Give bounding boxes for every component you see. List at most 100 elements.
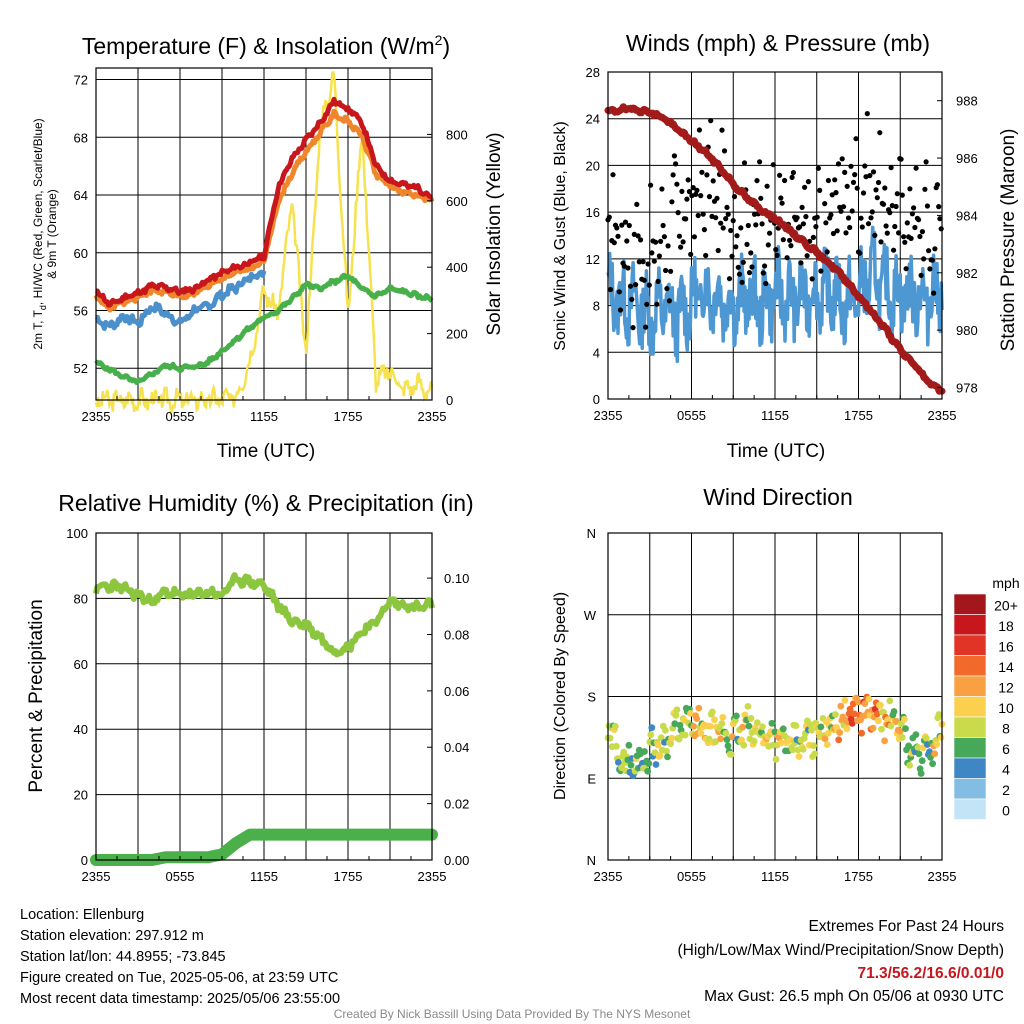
pressure-ylabel: Station Pressure (Maroon): [998, 129, 1019, 352]
gust-point: [695, 212, 701, 219]
temp-tick-label: 68: [74, 130, 88, 145]
direction-point: [724, 742, 732, 750]
gust-point: [849, 208, 855, 214]
gust-point: [835, 161, 842, 167]
gust-point: [744, 241, 750, 247]
gust-point: [762, 263, 768, 269]
gust-point: [867, 173, 873, 179]
gust-point: [718, 220, 724, 226]
gust-point: [899, 192, 905, 198]
gust-point: [789, 174, 795, 180]
gust-point: [822, 201, 828, 207]
direction-point: [935, 711, 943, 718]
gust-point: [729, 253, 735, 259]
wind-direction-title: Wind Direction: [703, 484, 853, 510]
gust-point: [888, 165, 894, 171]
gust-point: [937, 216, 943, 222]
gust-point: [844, 183, 850, 189]
gust-point: [927, 266, 933, 272]
wind-ticks: 0 4 8 12 16 20 24 28 978 980 982 984 986 988 2355 0555 1…: [586, 65, 978, 423]
direction-point: [664, 753, 671, 761]
gust-point: [858, 215, 864, 221]
direction-point: [917, 770, 925, 777]
direction-point: [672, 712, 680, 719]
gust-point: [784, 255, 790, 261]
direction-point: [811, 750, 819, 758]
direction-point: [654, 741, 662, 749]
gust-point: [898, 156, 904, 162]
insolation-tick-label: 600: [446, 194, 468, 209]
insolation-ylabel: Solar Insolation (Yellow): [484, 132, 505, 335]
direction-point: [712, 738, 719, 746]
speed-colorbar: mph 20+ 18 16 14 12 10 8 6 4 2 0: [953, 575, 1020, 820]
dewpoint-line: [94, 272, 434, 385]
direction-point: [841, 696, 849, 704]
dir-time-tick: 0555: [677, 869, 706, 884]
direction-point: [901, 715, 908, 723]
gust-point: [622, 219, 629, 225]
direction-point: [929, 760, 936, 768]
extremes-legend: (High/Low/Max Wind/Precipitation/Snow De…: [677, 942, 1005, 959]
direction-point: [824, 730, 832, 737]
gust-point: [912, 224, 918, 231]
gust-point: [659, 186, 665, 192]
gust-point: [892, 223, 898, 230]
gust-point: [902, 239, 908, 245]
gust-point: [862, 163, 868, 169]
gust-point: [688, 251, 694, 257]
colorbar-label: 2: [1002, 782, 1010, 798]
gust-point: [655, 278, 661, 284]
gust-point: [720, 225, 726, 231]
gust-point: [611, 240, 617, 246]
credit-line: Created By Nick Bassill Using Data Provi…: [333, 1007, 691, 1021]
gust-point: [624, 238, 630, 244]
gust-point: [674, 181, 680, 187]
rh-time-tick: 1155: [250, 869, 278, 884]
gust-point: [660, 222, 666, 229]
dir-time-tick: 1155: [761, 869, 789, 884]
gust-point: [646, 282, 652, 288]
direction-point: [807, 721, 814, 729]
gust-point: [738, 225, 744, 231]
direction-point: [615, 759, 622, 766]
direction-point: [855, 698, 862, 706]
gust-point: [726, 276, 733, 282]
gust-point: [884, 230, 890, 236]
gust-point: [798, 260, 804, 266]
direction-point: [627, 761, 635, 769]
direction-point: [733, 712, 740, 720]
gust-point: [627, 283, 634, 289]
gust-point: [751, 211, 758, 217]
gust-point: [922, 186, 928, 192]
temp-2m-line: [94, 96, 434, 308]
gust-point: [757, 159, 763, 165]
gust-point: [778, 195, 784, 201]
direction-point: [835, 736, 843, 744]
gust-point: [690, 185, 696, 191]
gust-point: [853, 136, 859, 142]
gust-point: [800, 221, 807, 227]
gust-points: [605, 111, 944, 331]
direction-point: [832, 711, 839, 718]
gust-point: [818, 268, 824, 274]
wind-pressure-panel: Winds (mph) & Pressure (mb) 0 4 8 12 16 20 24 2…: [552, 30, 1019, 462]
gust-point: [840, 204, 847, 210]
gust-point: [666, 298, 673, 304]
max-gust-label: Max Gust: 26.5 mph On 05/06 at 0930 UTC: [704, 988, 1004, 1005]
gust-point: [663, 267, 669, 274]
gust-point: [843, 230, 849, 236]
gust-point: [693, 191, 699, 197]
direction-point: [918, 757, 926, 765]
direction-point: [744, 703, 752, 710]
direction-point: [892, 717, 900, 725]
rh-tick-label: 60: [74, 657, 88, 672]
gust-point: [832, 177, 838, 183]
gust-point: [680, 239, 686, 245]
gust-point: [829, 192, 835, 198]
humidity-precip-panel: Relative Humidity (%) & Precipitation (i…: [26, 490, 474, 884]
direction-point: [753, 719, 761, 726]
gust-point: [869, 209, 875, 215]
